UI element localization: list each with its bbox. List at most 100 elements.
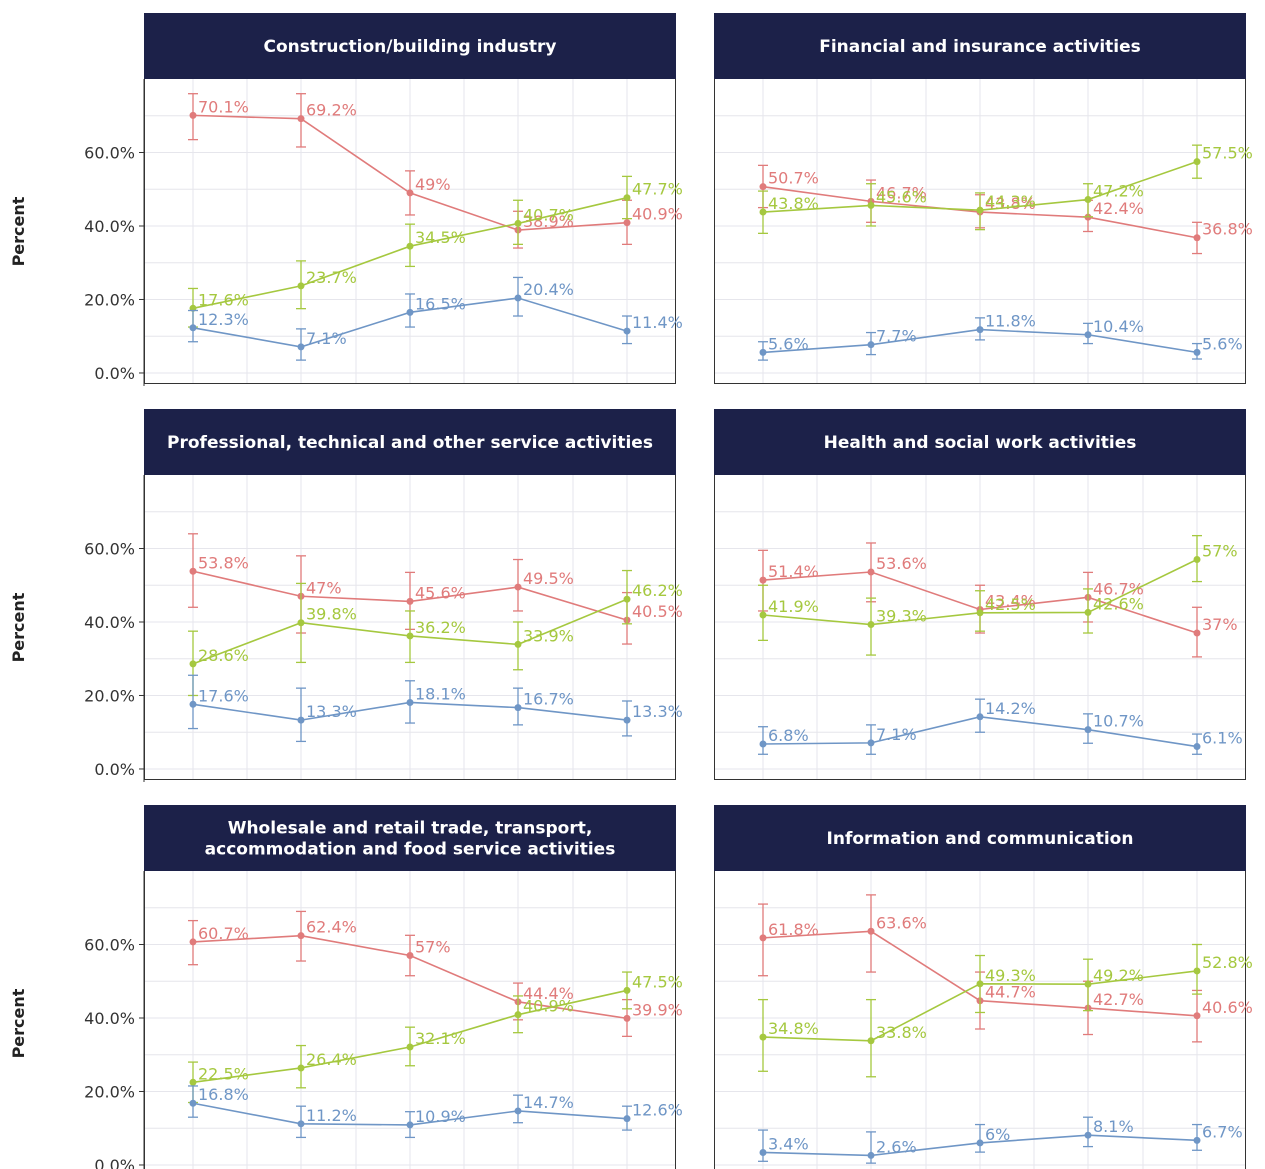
panel-header [714, 409, 1246, 475]
data-label: 36.2% [415, 618, 466, 637]
y-tick-label: 20.0% [84, 1082, 135, 1101]
data-label: 10.9% [415, 1107, 466, 1126]
data-point [623, 219, 631, 227]
data-point [623, 986, 631, 994]
y-tick-label: 0.0% [94, 760, 135, 779]
data-label: 57% [1202, 542, 1238, 561]
series-1: 53.8% 47% 45.6% 49.5% 40.5% [188, 533, 683, 645]
data-label: 57.5% [1202, 144, 1253, 163]
data-point [976, 713, 984, 721]
panel-title: accommodation and food service activitie… [205, 840, 616, 860]
data-point [623, 595, 631, 603]
data-point [1084, 980, 1092, 988]
y-tick-label: 40.0% [84, 613, 135, 632]
data-point [759, 611, 767, 619]
data-point [1084, 1131, 1092, 1139]
panel-header [144, 13, 676, 79]
panel-title: Wholesale and retail trade, transport, [228, 819, 593, 839]
data-label: 47.5% [632, 972, 683, 991]
data-point [623, 194, 631, 202]
panel-1: Construction/building industry 0.0% 20.0% 4… [9, 13, 683, 386]
data-label: 49.5% [523, 569, 574, 588]
data-point [867, 568, 875, 576]
y-tick-label: 0.0% [94, 1156, 135, 1169]
data-point [297, 1064, 305, 1072]
data-point [1193, 743, 1201, 751]
data-label: 41.9% [768, 597, 819, 616]
data-point [297, 115, 305, 123]
data-label: 11.4% [632, 313, 683, 332]
data-point [514, 1011, 522, 1019]
data-label: 46.2% [632, 581, 683, 600]
data-label: 47% [306, 578, 342, 597]
data-point [867, 927, 875, 935]
panel-3: Professional, technical and other servic… [9, 409, 683, 782]
data-label: 40.9% [523, 997, 574, 1016]
data-label: 23.7% [306, 268, 357, 287]
panel-6: Information and communication 61.8% 63.6% 4… [714, 805, 1253, 1169]
data-point [976, 326, 984, 334]
data-point [976, 980, 984, 988]
data-label: 69.2% [306, 101, 357, 120]
y-tick-label: 40.0% [84, 217, 135, 236]
data-label: 60.7% [198, 924, 249, 943]
data-point [867, 1037, 875, 1045]
data-label: 12.3% [198, 310, 249, 329]
data-label: 36.8% [1202, 220, 1253, 239]
data-point [867, 621, 875, 629]
data-point [406, 308, 414, 316]
data-label: 5.6% [768, 334, 809, 353]
data-point [867, 201, 875, 209]
data-label: 33.9% [523, 626, 574, 645]
data-label: 14.2% [985, 699, 1036, 718]
y-axis-title: Percent [9, 988, 28, 1058]
data-label: 49% [415, 175, 451, 194]
y-tick-label: 20.0% [84, 290, 135, 309]
series-2: 43.8% 45.6% 44.3% 47.2% 57.5% [758, 144, 1253, 234]
data-point [297, 282, 305, 290]
data-label: 37% [1202, 615, 1238, 634]
y-tick-label: 0.0% [94, 364, 135, 383]
data-label: 42.7% [1093, 990, 1144, 1009]
data-point [189, 1099, 197, 1107]
data-point [297, 619, 305, 627]
data-label: 11.2% [306, 1106, 357, 1125]
data-label: 26.4% [306, 1050, 357, 1069]
data-label: 63.6% [876, 913, 927, 932]
data-label: 40.6% [1202, 998, 1253, 1017]
data-label: 10.4% [1093, 317, 1144, 336]
data-label: 33.8% [876, 1023, 927, 1042]
series-3: 3.4% 2.6% 6% 8.1% 6.7% [758, 1116, 1243, 1164]
data-point [1084, 196, 1092, 204]
data-label: 53.8% [198, 553, 249, 572]
data-point [623, 327, 631, 335]
data-point [1084, 608, 1092, 616]
series-3: 12.3% 7.1% 16.5% 20.4% 11.4% [188, 276, 683, 361]
data-label: 42.4% [1093, 199, 1144, 218]
series-2: 28.6% 39.8% 36.2% 33.9% 46.2% [188, 569, 683, 697]
data-label: 45.6% [876, 187, 927, 206]
data-point [1193, 629, 1201, 637]
data-point [623, 1014, 631, 1022]
data-point [759, 1033, 767, 1041]
data-label: 44.3% [985, 192, 1036, 211]
data-label: 34.5% [415, 228, 466, 247]
data-point [406, 1043, 414, 1051]
data-point [514, 704, 522, 712]
data-label: 40.5% [632, 602, 683, 621]
data-point [189, 324, 197, 332]
data-point [867, 341, 875, 349]
data-label: 50.7% [768, 169, 819, 188]
series-3: 5.6% 7.7% 11.8% 10.4% 5.6% [758, 312, 1243, 361]
series-3: 16.8% 11.2% 10.9% 14.7% 12.6% [188, 1085, 683, 1139]
panel-header [144, 805, 676, 871]
series-3: 6.8% 7.1% 14.2% 10.7% 6.1% [758, 698, 1243, 755]
y-tick-label: 60.0% [84, 143, 135, 162]
data-label: 20.4% [523, 280, 574, 299]
data-point [1193, 1012, 1201, 1020]
panel-title: Financial and insurance activities [819, 37, 1141, 57]
series-1: 70.1% 69.2% 49% 38.9% 40.9% [188, 93, 683, 249]
data-label: 13.3% [632, 702, 683, 721]
data-label: 2.6% [876, 1137, 917, 1156]
data-label: 16.5% [415, 294, 466, 313]
